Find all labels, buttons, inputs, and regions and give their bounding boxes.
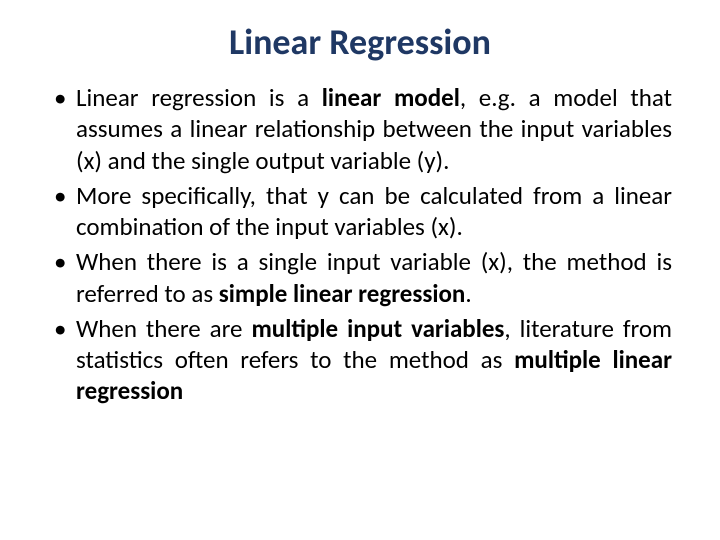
text-segment: When there are bbox=[76, 313, 251, 344]
slide-title: Linear Regression bbox=[48, 20, 672, 64]
list-item: More specifically, that y can be calcula… bbox=[48, 180, 672, 243]
text-segment: . bbox=[465, 278, 471, 309]
bold-text: multiple input variables bbox=[251, 313, 504, 344]
list-item: When there is a single input variable (x… bbox=[48, 246, 672, 309]
bullet-list: Linear regression is a linear model, e.g… bbox=[48, 82, 672, 407]
list-item: Linear regression is a linear model, e.g… bbox=[48, 82, 672, 176]
text-segment: Linear regression is a bbox=[76, 82, 322, 113]
bold-text: simple linear regression bbox=[219, 278, 466, 309]
text-segment: More specifically, that y can be calcula… bbox=[76, 180, 672, 242]
bold-text: linear model bbox=[322, 82, 460, 113]
list-item: When there are multiple input variables,… bbox=[48, 313, 672, 407]
